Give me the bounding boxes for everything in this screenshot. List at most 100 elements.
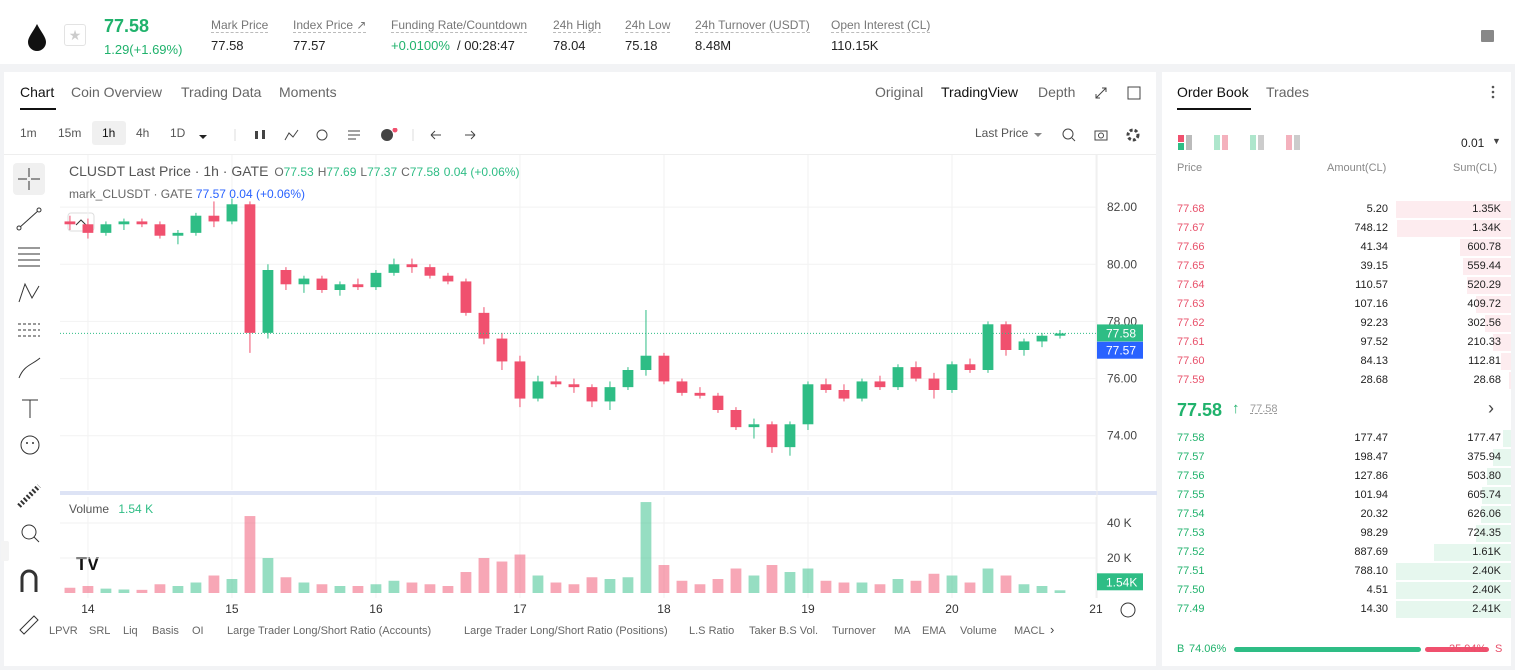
- ob-price: 77.58: [1177, 432, 1205, 444]
- collapse-handle[interactable]: [1, 541, 9, 561]
- drawing-tools[interactable]: [10, 160, 52, 640]
- ob-price: 77.63: [1177, 298, 1205, 310]
- ob-layout-icons[interactable]: [1176, 134, 1306, 152]
- indicator[interactable]: LPVR: [49, 625, 78, 637]
- indicator[interactable]: Taker B.S Vol.: [749, 625, 819, 637]
- ob-menu[interactable]: [1488, 84, 1498, 100]
- indicator[interactable]: Liq: [123, 625, 138, 637]
- candle-body: [1036, 335, 1048, 342]
- interval[interactable]: 4h: [136, 126, 150, 140]
- indicator[interactable]: OI: [192, 625, 204, 637]
- ob-tab-underline: [1177, 108, 1251, 110]
- volume-bar: [802, 568, 814, 593]
- mid-next[interactable]: ›: [1488, 398, 1494, 418]
- stat-value: 75.18: [625, 38, 658, 53]
- settings-icon[interactable]: [1120, 602, 1136, 618]
- interval[interactable]: 1D: [170, 126, 186, 140]
- ob-sum: 1.61K: [1472, 546, 1501, 558]
- stat-label: Index Price ↗: [293, 18, 367, 33]
- indicator[interactable]: Turnover: [832, 625, 876, 637]
- ob-sum: 2.40K: [1472, 584, 1501, 596]
- ob-tab[interactable]: Order Book: [1177, 84, 1249, 100]
- interval[interactable]: 1m: [20, 126, 37, 140]
- volume-bar: [406, 582, 418, 593]
- volume-bar: [442, 586, 454, 593]
- chart-tab[interactable]: Trading Data: [181, 84, 262, 100]
- book-icon[interactable]: [1480, 28, 1496, 44]
- ob-price: 77.61: [1177, 336, 1205, 348]
- volume-bar: [424, 584, 436, 593]
- link-arrow[interactable]: ↗: [356, 18, 367, 32]
- volume-bar: [640, 502, 652, 593]
- candle-body: [928, 378, 940, 390]
- depth-bar: [1493, 449, 1511, 466]
- view-tab[interactable]: Depth: [1038, 84, 1076, 100]
- candle-body: [604, 387, 616, 402]
- favorite-star[interactable]: ★: [64, 24, 86, 46]
- y-tick-label: 80.00: [1107, 257, 1137, 271]
- candle-body: [298, 278, 310, 285]
- candle-body: [460, 281, 472, 313]
- depth-bar: [1459, 239, 1511, 256]
- volume-bar: [154, 584, 166, 593]
- volume-bar: [946, 575, 958, 593]
- ob-amount: 39.15: [1360, 260, 1388, 272]
- sell-ratio: 25.94%: [1449, 643, 1487, 655]
- ob-price: 77.53: [1177, 527, 1205, 539]
- x-tick-label: 17: [513, 602, 527, 616]
- ob-price: 77.59: [1177, 374, 1205, 386]
- mid-arrow: ↑: [1232, 400, 1240, 417]
- chart-tab[interactable]: Chart: [20, 84, 55, 100]
- stat-label: 24h Low: [625, 18, 671, 33]
- price-type[interactable]: Last Price: [975, 126, 1029, 140]
- chart-tab[interactable]: Coin Overview: [71, 84, 163, 100]
- ob-price: 77.57: [1177, 451, 1205, 463]
- volume-bar: [532, 575, 544, 593]
- ob-sum: 1.35K: [1472, 203, 1501, 215]
- interval[interactable]: 15m: [58, 126, 82, 140]
- indicator[interactable]: SRL: [89, 625, 111, 637]
- ob-price: 77.62: [1177, 317, 1205, 329]
- volume-marker-label: 1.54K: [1106, 575, 1137, 589]
- mark-name: mark_CLUSDT · GATE: [69, 187, 193, 201]
- candle-body: [550, 381, 562, 385]
- indicator[interactable]: Large Trader Long/Short Ratio (Positions…: [464, 625, 668, 637]
- indicator[interactable]: MACL: [1014, 625, 1045, 637]
- candle-body: [712, 395, 724, 410]
- buy-letter: B: [1177, 643, 1185, 655]
- depth-bar: [1466, 277, 1511, 294]
- volume-bar: [910, 580, 922, 593]
- price-change: 1.29(+1.69%): [104, 42, 183, 57]
- indicator[interactable]: Basis: [152, 625, 179, 637]
- last-price-label: 77.58: [1106, 326, 1136, 340]
- precision[interactable]: 0.01: [1461, 136, 1485, 150]
- indicator[interactable]: Volume: [960, 625, 997, 637]
- volume-bar: [64, 587, 76, 593]
- stat-label: 24h High: [553, 18, 602, 33]
- volume-bar: [622, 577, 634, 593]
- ob-amount: 101.94: [1354, 489, 1388, 501]
- view-tab[interactable]: Original: [875, 84, 924, 100]
- buy-bar: [1234, 647, 1421, 652]
- ob-amount: 20.32: [1360, 508, 1388, 520]
- chart-tab[interactable]: Moments: [279, 84, 337, 100]
- view-icons[interactable]: [1094, 84, 1150, 102]
- indicator[interactable]: Large Trader Long/Short Ratio (Accounts): [227, 625, 432, 637]
- view-tab[interactable]: TradingView: [941, 84, 1019, 100]
- indicator[interactable]: MA: [894, 625, 911, 637]
- indicator-next[interactable]: ›: [1050, 622, 1055, 637]
- candle-body: [910, 367, 922, 379]
- ob-amount: 5.20: [1366, 203, 1388, 215]
- candle-body: [100, 224, 112, 233]
- precision-caret[interactable]: ▼: [1492, 136, 1501, 146]
- depth-bar: [1396, 582, 1511, 599]
- candle-body: [748, 424, 760, 428]
- indicator[interactable]: EMA: [922, 625, 946, 637]
- ob-tab[interactable]: Trades: [1266, 84, 1310, 100]
- col-header: Amount(CL): [1327, 162, 1387, 174]
- interval[interactable]: 1h: [102, 126, 116, 140]
- depth-bar: [1508, 372, 1511, 389]
- toolbar-right-icons[interactable]: [1034, 128, 1144, 142]
- indicator[interactable]: L.S Ratio: [689, 625, 735, 637]
- toolbar-icons[interactable]: [195, 128, 485, 142]
